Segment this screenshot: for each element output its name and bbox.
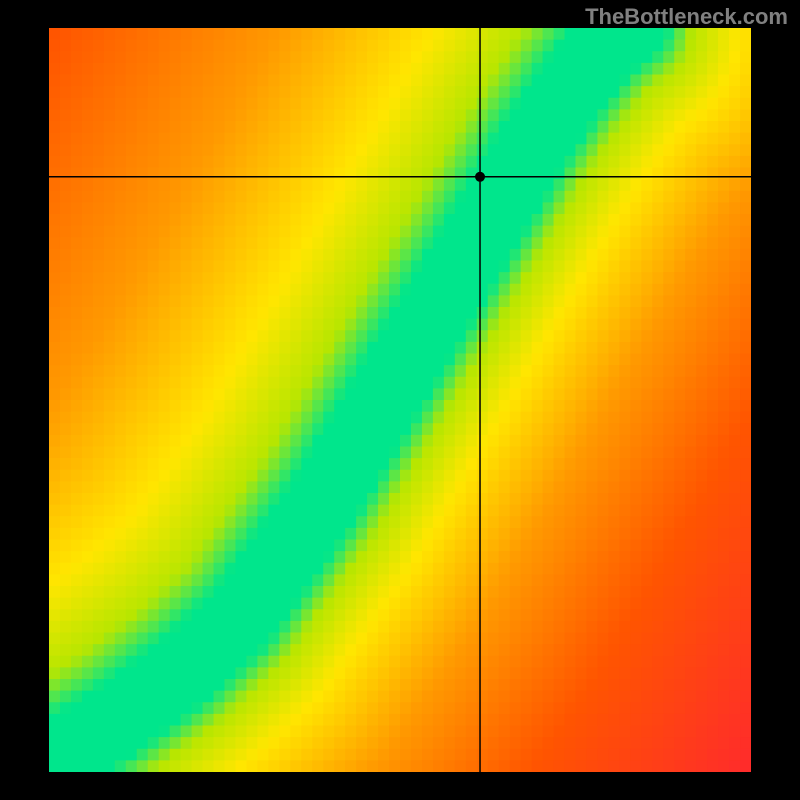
heatmap-cells [49,28,751,772]
heatmap-svg [49,28,751,772]
bottleneck-heatmap [49,28,751,772]
watermark-text: TheBottleneck.com [585,4,788,30]
